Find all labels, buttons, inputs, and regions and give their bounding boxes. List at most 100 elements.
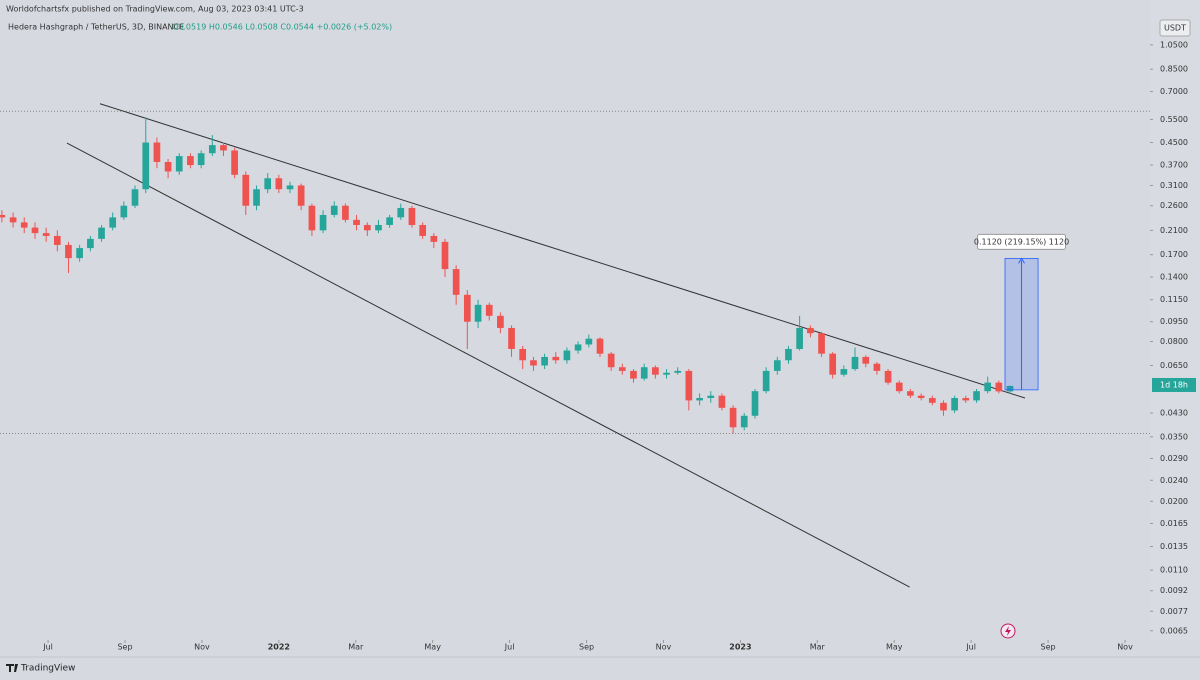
- candle-body: [508, 327, 515, 349]
- candle-body: [740, 415, 748, 428]
- candle-body: [928, 398, 936, 403]
- candle-body: [685, 370, 693, 401]
- candle-body: [973, 391, 980, 401]
- candle-body: [0, 214, 6, 218]
- candle-body: [463, 294, 471, 322]
- candle-body: [796, 327, 803, 349]
- x-tick-label: Sep: [1041, 643, 1056, 652]
- candle-body: [109, 217, 117, 228]
- candle-body: [663, 372, 670, 375]
- candle-body: [308, 205, 316, 231]
- candle-body: [474, 304, 482, 322]
- trend-line: [66, 142, 910, 588]
- candle-body: [640, 367, 648, 379]
- candle-body: [76, 248, 83, 259]
- candle-body: [452, 269, 460, 295]
- candle-body: [829, 353, 837, 375]
- currency-box[interactable]: [1159, 19, 1191, 37]
- x-tick-label: Mar: [810, 643, 826, 652]
- candle-body: [408, 207, 416, 225]
- candle-body: [175, 156, 183, 172]
- x-tick-label: Nov: [194, 643, 210, 652]
- price-axis-panel: [1150, 0, 1200, 640]
- y-tick-label: 0.0800: [1160, 337, 1188, 346]
- candle-body: [552, 356, 560, 361]
- candle-body: [419, 224, 427, 236]
- candle-body: [530, 360, 537, 366]
- measure-arrowhead: [1018, 257, 1025, 264]
- y-tick-label: 0.3100: [1160, 181, 1188, 190]
- candle-body: [98, 227, 105, 239]
- y-tick-label: 0.0240: [1160, 476, 1188, 485]
- candle-body: [375, 224, 382, 231]
- candle-body: [87, 238, 94, 249]
- candle-body: [751, 391, 759, 416]
- y-tick-label: 0.2100: [1160, 226, 1188, 235]
- candle-body: [485, 304, 493, 316]
- candle-body: [231, 150, 238, 175]
- candle-body: [940, 402, 947, 411]
- candle-body: [618, 367, 626, 371]
- x-tick-label: Jul: [504, 643, 515, 652]
- candle-body: [9, 217, 17, 223]
- y-tick-label: 0.0110: [1160, 566, 1188, 575]
- candle-body: [785, 348, 792, 361]
- x-tick-label: Jul: [42, 643, 53, 652]
- plot-layer: 0.1120 (219.15%) 1120: [0, 103, 1150, 588]
- y-tick-label: 0.5500: [1160, 115, 1188, 124]
- y-tick-label: 0.0430: [1160, 409, 1188, 418]
- candle-body: [895, 382, 903, 392]
- x-tick-label: Jul: [965, 643, 976, 652]
- y-tick-label: 0.0135: [1160, 542, 1188, 551]
- x-tick-label: 2023: [729, 643, 751, 652]
- candle-body: [674, 370, 682, 373]
- countdown: 1d 18h: [1160, 380, 1188, 389]
- candle-body: [574, 344, 582, 351]
- candle-body: [197, 153, 205, 166]
- candle-body: [807, 327, 814, 334]
- candle-body: [630, 370, 637, 379]
- candle-body: [917, 395, 925, 399]
- candle-body: [541, 356, 548, 366]
- candle-body: [607, 353, 615, 368]
- candle-body: [242, 174, 250, 206]
- candle-body: [519, 348, 527, 361]
- candle-body: [1006, 385, 1014, 392]
- y-tick-label: 0.4500: [1160, 138, 1188, 147]
- y-tick-label: 0.0065: [1160, 626, 1188, 635]
- candle-body: [951, 398, 958, 411]
- y-tick-label: 0.0165: [1160, 519, 1188, 528]
- candle-body: [42, 233, 50, 236]
- candle-body: [962, 398, 970, 401]
- y-tick-label: 0.1400: [1160, 273, 1188, 282]
- ohlc: O0.0519 H0.0546 L0.0508 C0.0544 +0.0026 …: [172, 23, 392, 32]
- candle-body: [65, 244, 72, 259]
- brand: TradingView: [20, 664, 75, 674]
- candle-body: [131, 189, 139, 206]
- candle-body: [497, 315, 504, 328]
- trend-line: [99, 103, 1026, 399]
- y-tick-label: 0.0650: [1160, 361, 1188, 370]
- countdown-tag: [1152, 377, 1196, 392]
- candle-body: [563, 350, 571, 361]
- candle-body: [840, 369, 848, 375]
- candle-body: [363, 224, 371, 231]
- candle-body: [707, 395, 715, 399]
- candle-body: [142, 142, 150, 190]
- candle-body: [164, 161, 172, 172]
- candle-body: [187, 156, 194, 166]
- candle-body: [762, 370, 770, 392]
- y-tick-label: 0.0350: [1160, 432, 1188, 441]
- candle-body: [652, 367, 659, 375]
- x-tick-label: Sep: [579, 643, 594, 652]
- candle-body: [773, 360, 781, 371]
- y-tick-label: 0.0092: [1160, 586, 1188, 595]
- y-tick-label: 0.7000: [1160, 87, 1188, 96]
- currency: USDT: [1164, 24, 1186, 33]
- alert-bolt: [1005, 626, 1011, 636]
- candle-body: [907, 391, 914, 396]
- candle-body: [53, 235, 61, 245]
- x-tick-label: Nov: [656, 643, 672, 652]
- y-tick-label: 1.0500: [1160, 40, 1188, 49]
- y-tick-label: 0.8500: [1160, 65, 1188, 74]
